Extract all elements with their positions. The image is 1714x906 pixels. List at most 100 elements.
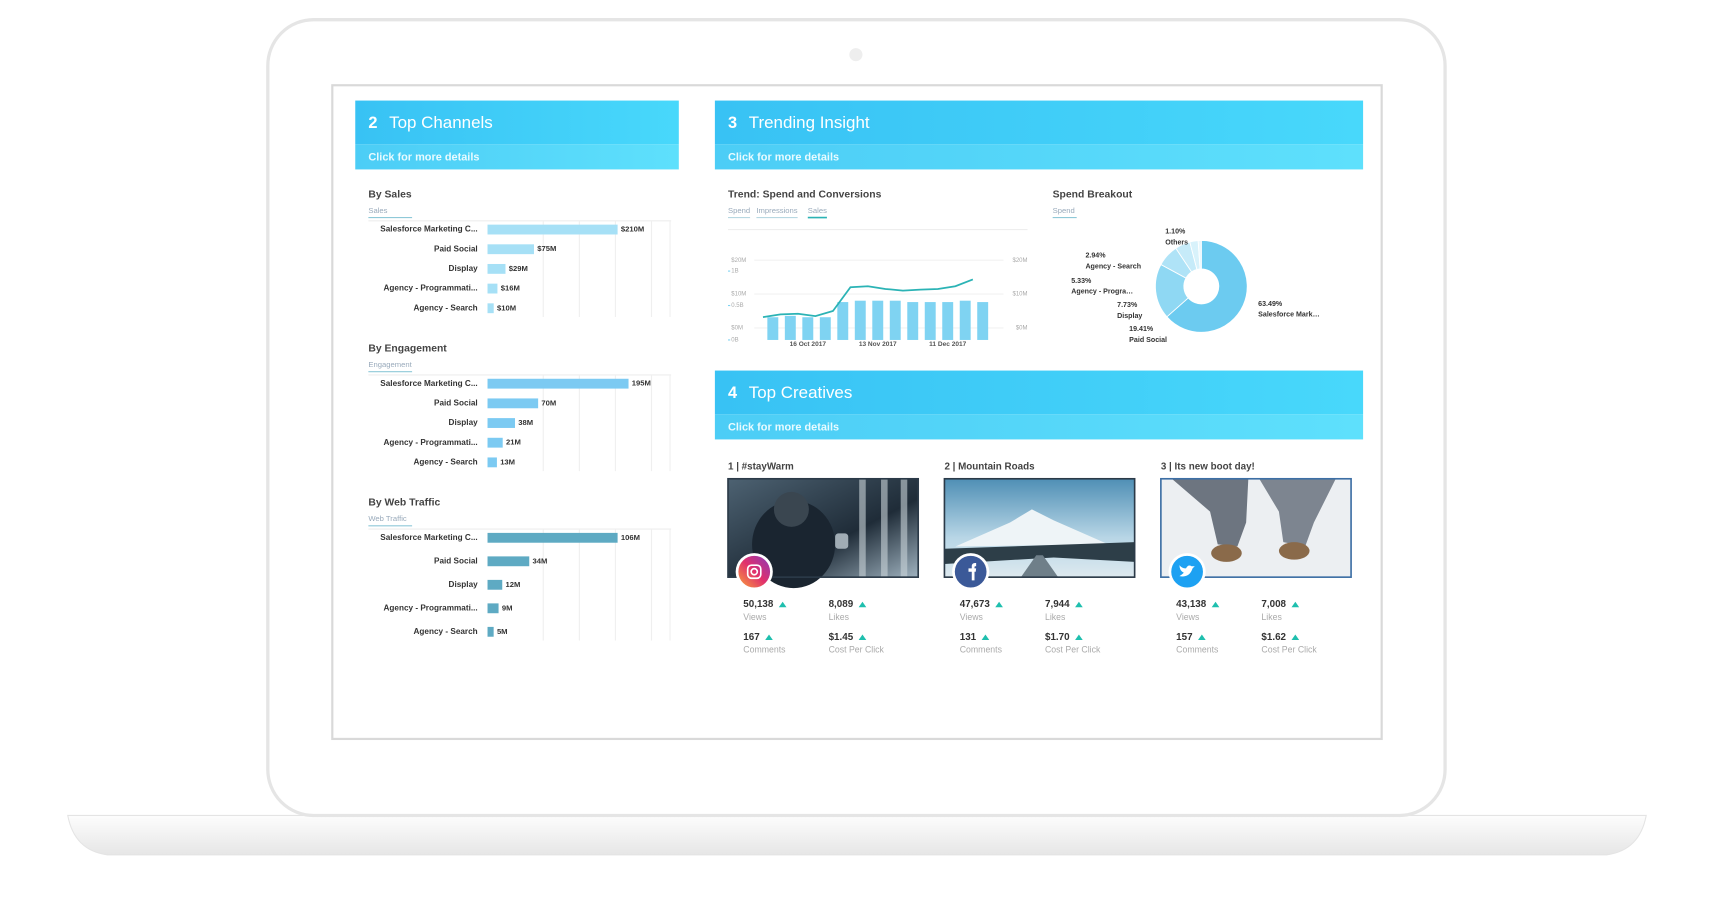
panel-number: 2 [368, 114, 377, 132]
stat-value: 50,138 [743, 599, 774, 610]
stat-value: 157 [1176, 632, 1193, 643]
bar [487, 626, 494, 637]
boot [1278, 542, 1310, 560]
panel-link-bar[interactable] [355, 144, 679, 170]
right-tick-label: $20M [1012, 258, 1027, 264]
bar-label: Salesforce Marketing C... [380, 379, 477, 388]
creative-title: 1 | #stayWarm [728, 461, 794, 472]
stat-value: 47,673 [960, 599, 991, 610]
creative-frame [1160, 477, 1352, 578]
legend-tab[interactable]: Spend [728, 206, 750, 215]
stat-label: Comments [960, 645, 1003, 655]
pie-category-label: Others [1165, 239, 1188, 247]
legend-tab[interactable]: Impressions [756, 206, 797, 215]
bar [487, 398, 539, 409]
icon-glyph [746, 564, 762, 580]
trend-up-arrow [981, 634, 990, 641]
bar-value: $75M [537, 244, 556, 253]
laptop-base [67, 814, 1647, 856]
legend-tab[interactable]: Sales [808, 206, 827, 215]
bar [487, 532, 618, 543]
right-tick-label: $0M [1016, 326, 1028, 332]
bar-value: 9M [502, 603, 513, 612]
trend-up-arrow [778, 601, 787, 608]
creative-frame [727, 477, 920, 578]
stat-label: Comments [1176, 645, 1219, 655]
stat-label: Views [960, 612, 984, 622]
icon-glyph [1179, 565, 1195, 577]
x-tick-label: 16 Oct 2017 [790, 341, 827, 348]
panel-link-bar[interactable] [714, 144, 1364, 170]
leg-right [1259, 478, 1336, 547]
trend-bar [924, 302, 936, 340]
pie-category-label: Agency - Search [1085, 263, 1141, 271]
pie-value-label: 7.73% [1117, 301, 1138, 309]
stat-label: Comments [743, 645, 786, 655]
chart-subtitle: Sales [368, 206, 387, 215]
bar-value: $10M [497, 303, 516, 312]
stat-value: 43,138 [1176, 599, 1207, 610]
bar-label: Paid Social [434, 244, 478, 253]
tree-trunk [859, 478, 866, 578]
bar-value: 38M [518, 418, 533, 427]
creative-art[interactable] [1160, 478, 1352, 578]
chart-subtitle: Spend [1053, 206, 1075, 215]
bar-value: 34M [533, 556, 548, 565]
panel-link: Click for more details [728, 151, 839, 163]
panel-number: 4 [728, 384, 738, 402]
stat-label: Likes [1261, 612, 1282, 622]
bar [487, 283, 498, 294]
chart-title: By Sales [368, 189, 411, 200]
stat-label: Likes [1045, 612, 1066, 622]
bar [487, 437, 503, 448]
trend-bar [854, 300, 866, 340]
y-tick-label: $10M [731, 292, 746, 298]
tree-trunk [881, 478, 888, 578]
bar [487, 418, 516, 428]
bar-label: Salesforce Marketing C... [380, 225, 477, 234]
trend-up-arrow [1075, 601, 1083, 608]
camera [849, 48, 863, 62]
bar [487, 603, 499, 614]
stat-value: $1.45 [829, 632, 854, 643]
trend-bar [819, 317, 831, 340]
chart-title: Spend Breakout [1053, 189, 1133, 200]
stat-value: 7,944 [1045, 599, 1070, 610]
boot [1211, 544, 1242, 562]
bar-value: 70M [541, 398, 556, 407]
pie-category-label: Salesforce Mark… [1258, 311, 1320, 319]
panel-link-bar[interactable] [714, 414, 1364, 440]
trend-bar [837, 302, 849, 340]
leg-left [1171, 478, 1249, 547]
trend-bar [802, 317, 814, 340]
trees [944, 542, 1135, 565]
pie-value-label: 1.10% [1165, 228, 1186, 236]
stat-label: Views [1176, 612, 1200, 622]
trend-bar [767, 317, 779, 340]
mountain [955, 509, 1109, 547]
bar-label: Agency - Programmati... [383, 438, 477, 447]
trend-up-arrow [1211, 601, 1220, 608]
bar-label: Paid Social [434, 399, 478, 408]
pie-slice [1197, 240, 1202, 270]
chart-title: By Engagement [368, 343, 447, 354]
road [1020, 555, 1059, 578]
panel-header [355, 100, 679, 145]
trend-up-arrow [1291, 601, 1300, 608]
panel-title: Top Channels [389, 113, 493, 132]
stat-value: 7,008 [1261, 599, 1286, 610]
stat-label: Cost Per Click [829, 645, 885, 655]
stat-value: $1.70 [1045, 632, 1070, 643]
panel-link: Click for more details [368, 151, 479, 163]
bar-label: Agency - Programmati... [383, 603, 477, 612]
bar-label: Agency - Search [414, 458, 478, 467]
person [752, 500, 836, 589]
creative-art[interactable] [944, 478, 1135, 578]
chart-title: Trend: Spend and Conversions [728, 189, 882, 200]
bar [487, 457, 497, 468]
trend-bar [942, 302, 954, 340]
pie-value-label: 5.33% [1071, 277, 1092, 285]
icon-glyph [968, 562, 977, 581]
y2-tick-label: 0B [731, 338, 738, 344]
